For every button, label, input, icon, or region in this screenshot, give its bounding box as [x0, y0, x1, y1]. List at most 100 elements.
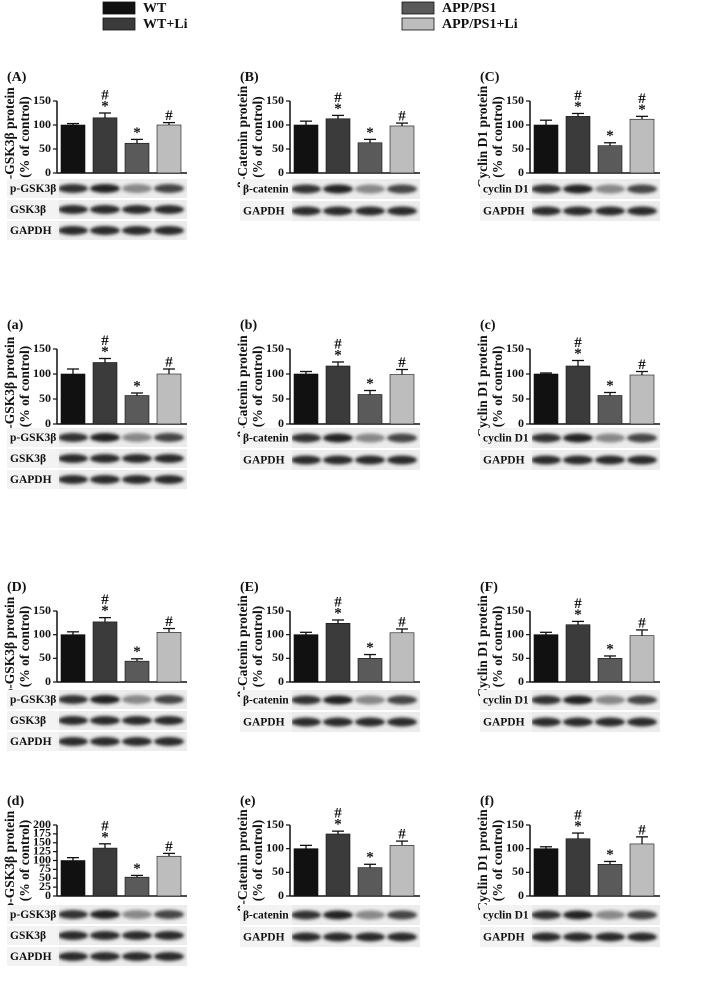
significance-mark: # [165, 354, 173, 370]
blot-label: GAPDH [483, 932, 525, 944]
blot-band [122, 695, 152, 704]
blot-band [122, 226, 152, 235]
y-tick-label: 100 [266, 840, 284, 854]
bar [124, 660, 150, 683]
error-bar [67, 631, 79, 635]
error-bar [364, 389, 376, 395]
y-tick-label: 50 [272, 391, 284, 405]
error-bar [364, 863, 376, 868]
blot-band [58, 226, 88, 235]
legend-swatch [401, 17, 435, 31]
bar [156, 373, 182, 425]
blot-band [154, 226, 184, 235]
y-axis-label: Cyclin D1 protein [475, 595, 490, 698]
error-bar [300, 844, 312, 849]
panel-label: (E) [240, 580, 259, 595]
y-axis-label: Cyclin D1 protein [475, 85, 490, 188]
blot-band [563, 184, 593, 194]
bar [597, 145, 623, 174]
blot-label: GAPDH [10, 736, 52, 748]
error-bar [572, 359, 584, 366]
blot-band [355, 695, 385, 705]
y-tick-label: 150 [506, 341, 524, 355]
significance-mark: * [574, 818, 582, 834]
significance-mark: * [574, 346, 582, 362]
significance-mark: # [638, 822, 646, 838]
blot-band [90, 184, 120, 193]
blot-label-bg [7, 221, 59, 240]
blot-band [387, 433, 417, 443]
error-bar [604, 142, 616, 146]
legend-swatch [401, 1, 435, 15]
y-tick-label: 125 [33, 843, 51, 857]
blot-band [387, 932, 417, 942]
error-bar [163, 852, 175, 857]
blot-band [154, 910, 184, 919]
blot-label-bg [7, 926, 59, 945]
blot-label-bg [240, 905, 292, 925]
blot-label: GSK3β [10, 204, 46, 216]
significance-mark: # [101, 592, 109, 608]
error-bar [332, 114, 344, 119]
error-bar [67, 857, 79, 861]
y-axis-label: (% of control) [490, 96, 505, 177]
blot-band [291, 932, 321, 942]
significance-mark: * [334, 347, 342, 363]
y-tick-label: 50 [272, 650, 284, 664]
y-axis-label: (% of control) [250, 346, 265, 427]
bar [533, 848, 559, 897]
error-bar [604, 860, 616, 865]
panel-label: (f) [480, 794, 494, 809]
y-tick-label: 0 [45, 888, 51, 902]
blot-band [90, 716, 120, 725]
bar [60, 373, 86, 425]
error-bar [396, 368, 408, 375]
panel-label: (c) [480, 318, 496, 333]
blot-label-bg [480, 905, 532, 925]
bar [325, 833, 351, 897]
y-tick-label: 50 [39, 141, 51, 155]
y-axis-label: (% of control) [250, 820, 265, 901]
blot-band [563, 910, 593, 920]
significance-mark: * [133, 861, 141, 877]
y-tick-label: 0 [45, 674, 51, 688]
blot-label: GSK3β [10, 715, 46, 727]
blot-band [122, 952, 152, 961]
blot-band [291, 184, 321, 194]
bar [124, 876, 150, 897]
bar [389, 632, 415, 683]
blot-band [595, 455, 625, 465]
blot-band [323, 433, 353, 443]
blot-label: GAPDH [243, 206, 285, 218]
blot-band [531, 932, 561, 942]
blot-band [90, 475, 120, 484]
error-bar [300, 120, 312, 125]
bar [533, 373, 559, 425]
blot-band [291, 910, 321, 920]
blot-band [323, 932, 353, 942]
y-tick-label: 50 [39, 391, 51, 405]
significance-mark: * [606, 128, 614, 144]
blot-band [627, 695, 657, 705]
y-tick-label: 100 [266, 626, 284, 640]
blot-label: GAPDH [483, 455, 525, 467]
bar [325, 623, 351, 683]
y-tick-label: 0 [278, 165, 284, 179]
blot-band [122, 433, 152, 442]
blot-band [90, 695, 120, 704]
bar [629, 374, 655, 425]
blot-band [90, 910, 120, 919]
blot-band [58, 184, 88, 193]
bar [357, 658, 383, 683]
bar [389, 845, 415, 897]
blot-label: GSK3β [10, 930, 46, 942]
blot-band [355, 717, 385, 727]
blot-band [323, 717, 353, 727]
bar [533, 124, 559, 174]
blot-band [154, 475, 184, 484]
y-tick-label: 100 [266, 366, 284, 380]
blot-band [122, 737, 152, 746]
significance-mark: # [398, 109, 406, 125]
significance-mark: * [334, 817, 342, 833]
